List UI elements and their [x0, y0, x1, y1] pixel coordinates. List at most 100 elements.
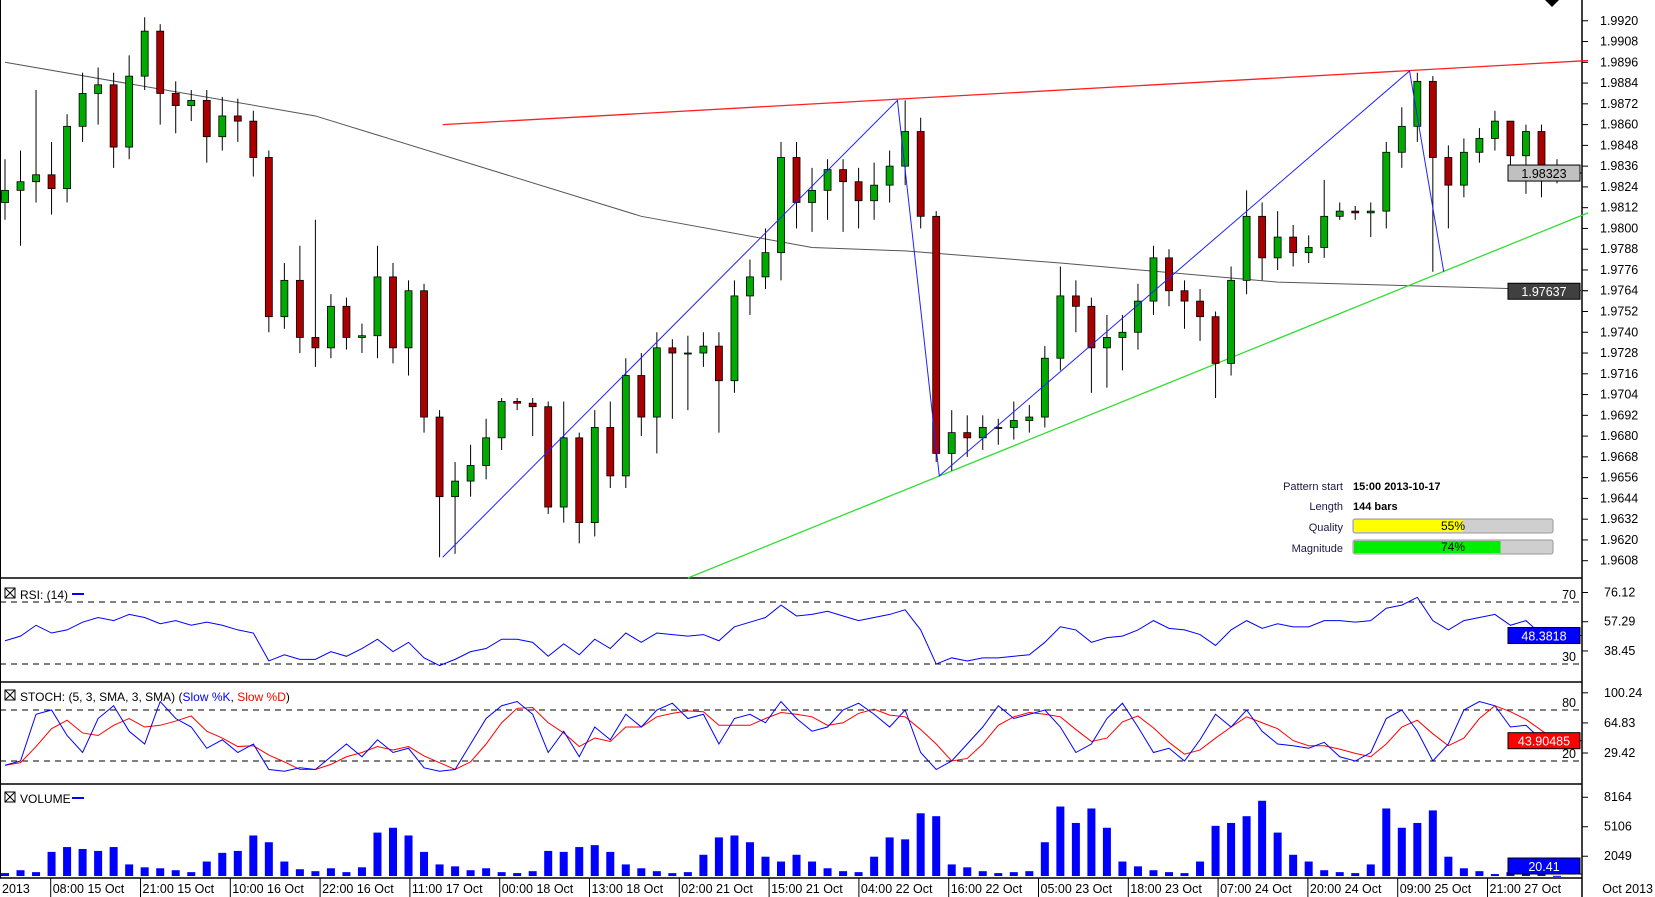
candle[interactable] [575, 432, 584, 544]
candle[interactable] [295, 245, 304, 354]
candle[interactable] [311, 219, 320, 367]
candle[interactable] [32, 89, 40, 203]
candle[interactable] [808, 167, 816, 232]
candle[interactable] [171, 81, 180, 134]
candle[interactable] [1103, 314, 1111, 388]
price-panel[interactable] [1, 17, 1589, 579]
candle[interactable] [373, 245, 382, 359]
candle[interactable] [435, 410, 444, 558]
candle[interactable] [621, 358, 630, 489]
candle[interactable] [823, 159, 832, 220]
candle[interactable] [63, 114, 71, 203]
candle[interactable] [420, 283, 428, 433]
stoch-close-icon[interactable] [4, 689, 16, 701]
candle[interactable] [1491, 110, 1499, 151]
candle[interactable] [699, 332, 708, 367]
candle[interactable] [280, 263, 289, 329]
candle[interactable] [1071, 280, 1080, 333]
candle[interactable] [528, 398, 537, 437]
candle[interactable] [1475, 128, 1484, 163]
candle[interactable] [715, 332, 723, 433]
candle[interactable] [482, 418, 491, 480]
candle[interactable] [652, 332, 661, 454]
candle[interactable] [264, 150, 273, 333]
candle[interactable] [342, 297, 351, 350]
candle[interactable] [1211, 311, 1220, 399]
candle[interactable] [1289, 224, 1298, 267]
candle[interactable] [746, 259, 754, 315]
candle[interactable] [668, 339, 677, 419]
candle[interactable] [1351, 205, 1360, 220]
candle[interactable] [606, 401, 615, 489]
candle[interactable] [978, 415, 987, 450]
candle[interactable] [125, 55, 134, 160]
candle[interactable] [1537, 124, 1546, 198]
candle[interactable] [156, 24, 165, 125]
candle[interactable] [1242, 190, 1251, 295]
candle[interactable] [761, 228, 770, 289]
candle[interactable] [218, 96, 227, 151]
candle[interactable] [1196, 289, 1204, 341]
candle[interactable] [730, 280, 739, 393]
candle[interactable] [389, 263, 397, 364]
candle[interactable] [47, 141, 56, 215]
candle[interactable] [854, 167, 863, 229]
candle[interactable] [249, 110, 258, 177]
candle[interactable] [358, 323, 366, 354]
candle[interactable] [1413, 72, 1422, 142]
candle[interactable] [202, 89, 211, 163]
candle[interactable] [1397, 107, 1406, 168]
stoch-panel[interactable]: 80 20 [0, 696, 1582, 772]
candle[interactable] [94, 67, 103, 125]
candle[interactable] [1180, 280, 1189, 329]
candle[interactable] [1258, 202, 1267, 281]
candle[interactable] [590, 410, 599, 537]
candle[interactable] [683, 335, 692, 411]
candle[interactable] [947, 410, 956, 471]
candle[interactable] [637, 353, 646, 437]
candle[interactable] [792, 141, 801, 229]
candle[interactable] [1134, 283, 1142, 350]
volume-panel[interactable] [1, 800, 1582, 877]
candle[interactable] [544, 401, 553, 514]
candle[interactable] [932, 211, 941, 463]
candle[interactable] [513, 398, 522, 411]
candle[interactable] [777, 141, 785, 281]
candle[interactable] [1, 159, 9, 220]
candle[interactable] [1444, 145, 1453, 229]
candle[interactable] [451, 462, 459, 554]
candle[interactable] [963, 415, 972, 457]
candle[interactable] [1025, 404, 1034, 433]
candle[interactable] [916, 117, 925, 229]
candle[interactable] [16, 150, 25, 246]
rsi-panel[interactable]: 70 30 [0, 588, 1582, 667]
candle[interactable] [1522, 124, 1530, 194]
candle[interactable] [187, 89, 196, 122]
candle[interactable] [870, 162, 879, 220]
volume-close-icon[interactable] [4, 791, 16, 803]
candle[interactable] [497, 398, 506, 450]
candle[interactable] [1304, 235, 1313, 264]
candle[interactable] [1320, 179, 1329, 258]
candle[interactable] [1056, 266, 1065, 371]
candle[interactable] [404, 280, 413, 376]
candle[interactable] [1382, 141, 1391, 229]
candle[interactable] [1118, 314, 1127, 371]
candle[interactable] [1009, 401, 1018, 440]
rsi-close-icon[interactable] [4, 587, 16, 599]
scroll-marker-icon[interactable] [1545, 0, 1559, 7]
candle[interactable] [78, 72, 87, 142]
candle[interactable] [1273, 211, 1282, 270]
candle[interactable] [559, 401, 568, 523]
candle[interactable] [1366, 202, 1375, 238]
candle[interactable] [885, 150, 894, 203]
candle[interactable] [1459, 138, 1468, 198]
candle[interactable] [1149, 245, 1158, 315]
candle[interactable] [233, 98, 242, 142]
candle[interactable] [1227, 266, 1235, 376]
candle[interactable] [1335, 202, 1344, 220]
candle[interactable] [466, 444, 475, 497]
candle[interactable] [109, 72, 118, 168]
candle[interactable] [140, 17, 149, 90]
candle[interactable] [1428, 76, 1437, 272]
